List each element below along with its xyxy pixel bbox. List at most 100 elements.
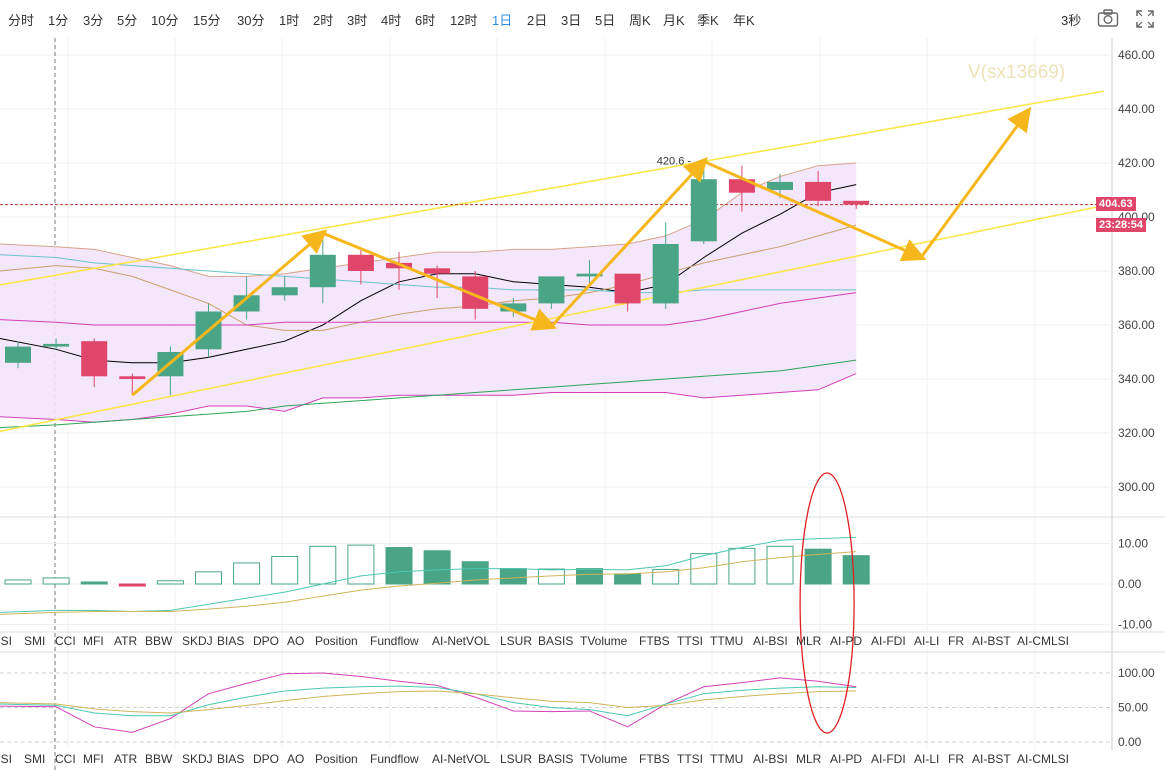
indicator-tab-22[interactable]: AI-FDI — [871, 634, 906, 648]
indicator-tab-10[interactable]: Position — [315, 634, 358, 648]
indicator-tab-14[interactable]: BASIS — [538, 634, 574, 648]
indicator-tab-2[interactable]: CCI — [55, 634, 76, 648]
current-price: 404.63 — [1099, 198, 1133, 210]
indicator-tab-1[interactable]: SMI — [24, 634, 46, 648]
indicator-tab-25[interactable]: AI-BST — [972, 634, 1011, 648]
indicator-tab-7[interactable]: BIAS — [217, 752, 245, 766]
indicator-tab-9[interactable]: AO — [287, 752, 305, 766]
indicator-tab-23[interactable]: AI-LI — [914, 752, 940, 766]
indicator-tab-24[interactable]: FR — [948, 752, 964, 766]
indicator-tab-15[interactable]: TVolume — [580, 752, 628, 766]
indicator-tab-19[interactable]: AI-BSI — [753, 634, 788, 648]
macd-bar-8 — [309, 545, 337, 585]
timeframe-0[interactable]: 分时 — [8, 13, 35, 28]
indicator-tab-12[interactable]: AI-NetVOL — [432, 752, 491, 766]
timeframe-6[interactable]: 30分 — [237, 13, 265, 28]
indicator-tab-6[interactable]: SKDJ — [182, 752, 213, 766]
indicator-tab-23[interactable]: AI-LI — [914, 634, 940, 648]
indicator-tab-1[interactable]: SMI — [24, 752, 46, 766]
kdj-y-tick: 100.00 — [1118, 666, 1155, 680]
timeframe-5[interactable]: 15分 — [193, 13, 221, 28]
candle-body-17 — [652, 244, 679, 304]
macd-bar-20 — [766, 545, 794, 585]
candle-body-16 — [614, 273, 641, 304]
indicator-tab-9[interactable]: AO — [287, 634, 305, 648]
indicator-tab-25[interactable]: AI-BST — [972, 752, 1011, 766]
camera-icon[interactable] — [1097, 9, 1119, 27]
timeframe-13[interactable]: 1日 — [492, 13, 513, 28]
indicator-tab-5[interactable]: BBW — [145, 752, 173, 766]
timeframe-14[interactable]: 2日 — [527, 13, 548, 28]
indicator-tab-24[interactable]: FR — [948, 634, 964, 648]
timeframe-16[interactable]: 5日 — [595, 13, 616, 28]
indicator-tab-16[interactable]: FTBS — [639, 634, 670, 648]
indicator-tab-2[interactable]: CCI — [55, 752, 76, 766]
indicator-tab-13[interactable]: LSUR — [500, 634, 533, 648]
timeframe-17[interactable]: 周K — [629, 13, 651, 28]
indicator-tab-10[interactable]: Position — [315, 752, 358, 766]
candle-body-20 — [767, 181, 793, 190]
indicator-tab-20[interactable]: MLR — [796, 752, 822, 766]
indicator-tab-4[interactable]: ATR — [114, 752, 138, 766]
kdj-line-d — [0, 690, 857, 714]
timeframe-11[interactable]: 6时 — [415, 13, 436, 28]
macd-line-dif — [0, 536, 857, 613]
timeframe-18[interactable]: 月K — [663, 13, 685, 28]
indicator-tab-22[interactable]: AI-FDI — [871, 752, 906, 766]
indicator-tab-21[interactable]: AI-PD — [830, 634, 863, 648]
indicator-tabs-kdj: RSI SMI CCI MFI ATR BBW SKDJ BIAS DPO AO Position F… — [0, 752, 1110, 768]
kdj-y-tick: 0.00 — [1118, 735, 1142, 749]
timeframe-1[interactable]: 1分 — [48, 13, 69, 28]
trend-arrow-2 — [550, 156, 708, 328]
macd-bar-19 — [728, 547, 756, 585]
indicator-tab-11[interactable]: Fundflow — [370, 634, 419, 648]
timeframe-15[interactable]: 3日 — [561, 13, 582, 28]
indicator-tab-26[interactable]: AI-CMLSI — [1017, 752, 1070, 766]
indicator-tab-6[interactable]: SKDJ — [182, 634, 213, 648]
indicator-tab-11[interactable]: Fundflow — [370, 752, 419, 766]
timeframe-20[interactable]: 年K — [733, 13, 755, 28]
timeframe-4[interactable]: 10分 — [151, 13, 179, 28]
macd-y-tick: 10.00 — [1118, 537, 1148, 551]
timeframe-2[interactable]: 3分 — [83, 13, 104, 28]
indicator-tab-15[interactable]: TVolume — [580, 634, 628, 648]
timeframe-3[interactable]: 5分 — [117, 13, 138, 28]
indicator-tab-8[interactable]: DPO — [253, 752, 280, 766]
expand-icon[interactable] — [1135, 9, 1155, 29]
indicator-tab-3[interactable]: MFI — [83, 752, 104, 766]
indicator-tab-0[interactable]: RSI — [0, 634, 13, 648]
macd-bar-4 — [156, 580, 184, 585]
indicator-tab-7[interactable]: BIAS — [217, 634, 245, 648]
indicator-tab-13[interactable]: LSUR — [500, 752, 533, 766]
indicator-tab-17[interactable]: TTSI — [677, 752, 703, 766]
indicator-tab-16[interactable]: FTBS — [639, 752, 670, 766]
indicator-tab-20[interactable]: MLR — [796, 634, 822, 648]
indicator-tab-18[interactable]: TTMU — [710, 752, 744, 766]
macd-bar-10 — [385, 547, 413, 585]
timeframe-7[interactable]: 1时 — [279, 13, 300, 28]
macd-bar-11 — [423, 550, 451, 585]
candle-body-6 — [233, 295, 260, 312]
timeframe-toolbar: 分时 1分 3分 5分 10分 15分 30分 1时 2时 3时 4时 6时 12时 1日 2日 3日 5日 周K… — [0, 0, 1165, 38]
indicator-tab-8[interactable]: DPO — [253, 634, 280, 648]
indicator-tab-18[interactable]: TTMU — [710, 634, 744, 648]
indicator-tab-4[interactable]: ATR — [114, 634, 138, 648]
timeframe-9[interactable]: 3时 — [347, 13, 368, 28]
indicator-tab-0[interactable]: RSI — [0, 752, 13, 766]
indicator-tab-21[interactable]: AI-PD — [830, 752, 863, 766]
indicator-tab-12[interactable]: AI-NetVOL — [432, 634, 491, 648]
timeframe-12[interactable]: 12时 — [450, 13, 478, 28]
indicator-tab-5[interactable]: BBW — [145, 634, 173, 648]
indicator-tab-26[interactable]: AI-CMLSI — [1017, 634, 1070, 648]
refresh-interval[interactable]: 3秒 — [1061, 13, 1082, 28]
timeframe-8[interactable]: 2时 — [313, 13, 334, 28]
indicator-tab-17[interactable]: TTSI — [677, 634, 703, 648]
indicator-tab-3[interactable]: MFI — [83, 634, 104, 648]
timeframe-19[interactable]: 季K — [697, 13, 719, 28]
y-tick-label: 340.00 — [1118, 372, 1155, 386]
timeframe-10[interactable]: 4时 — [381, 13, 402, 28]
y-tick-label: 300.00 — [1118, 480, 1155, 494]
indicator-tab-14[interactable]: BASIS — [538, 752, 574, 766]
indicator-tab-19[interactable]: AI-BSI — [753, 752, 788, 766]
